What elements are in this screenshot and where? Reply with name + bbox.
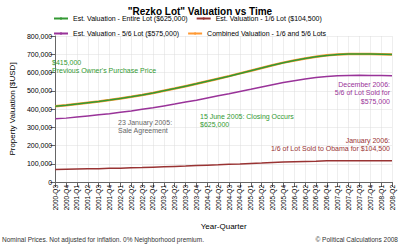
svg-text:2005-Q4: 2005-Q4 — [280, 185, 288, 211]
svg-text:2003-Q2: 2003-Q2 — [171, 185, 179, 211]
svg-text:2008-Q1: 2008-Q1 — [378, 185, 386, 211]
svg-text:600,000: 600,000 — [27, 69, 52, 76]
svg-text:2006-Q1: 2006-Q1 — [291, 185, 299, 211]
svg-text:400,000: 400,000 — [27, 106, 52, 113]
svg-text:15 June 2005: Closing Occurs: 15 June 2005: Closing Occurs — [200, 113, 294, 121]
svg-text:800,000: 800,000 — [27, 33, 52, 40]
svg-text:2000-Q4: 2000-Q4 — [63, 185, 71, 211]
svg-text:23 January 2005:: 23 January 2005: — [118, 119, 172, 127]
svg-text:200,000: 200,000 — [27, 142, 52, 149]
svg-text:2002-Q2: 2002-Q2 — [128, 185, 136, 211]
svg-text:2003-Q1: 2003-Q1 — [160, 185, 168, 211]
svg-text:2001-Q4: 2001-Q4 — [106, 185, 114, 211]
svg-text:Year-Quarter: Year-Quarter — [201, 222, 247, 231]
svg-text:2002-Q4: 2002-Q4 — [149, 185, 157, 211]
svg-text:Est. Valuation - Entire Lot ($: Est. Valuation - Entire Lot ($625,000) — [73, 15, 188, 22]
svg-text:2002-Q1: 2002-Q1 — [117, 185, 125, 211]
svg-text:December 2006:: December 2006: — [338, 81, 390, 88]
svg-text:1/6 of Lot Sold to Obama for $: 1/6 of Lot Sold to Obama for $104,500 — [271, 145, 390, 152]
svg-text:$625,000: $625,000 — [200, 121, 229, 128]
svg-text:Previous Owner's Purchase Pric: Previous Owner's Purchase Price — [52, 67, 156, 74]
svg-text:500,000: 500,000 — [27, 87, 52, 94]
svg-text:2001-Q3: 2001-Q3 — [95, 185, 103, 211]
svg-text:2003-Q3: 2003-Q3 — [182, 185, 190, 211]
svg-text:2001-Q2: 2001-Q2 — [84, 185, 92, 211]
svg-text:2004-Q3: 2004-Q3 — [226, 185, 234, 211]
svg-text:Nominal Prices. Not adjusted f: Nominal Prices. Not adjusted for inflati… — [2, 236, 204, 244]
svg-text:© Political Calculations 2008: © Political Calculations 2008 — [316, 236, 399, 243]
svg-text:2006-Q4: 2006-Q4 — [323, 185, 331, 211]
svg-text:2007-Q2: 2007-Q2 — [345, 185, 353, 211]
svg-text:Property Valuation [$USD]: Property Valuation [$USD] — [8, 62, 17, 155]
svg-text:2007-Q4: 2007-Q4 — [367, 185, 375, 211]
svg-text:300,000: 300,000 — [27, 124, 52, 131]
svg-text:100,000: 100,000 — [27, 160, 52, 167]
svg-text:2006-Q2: 2006-Q2 — [302, 185, 310, 211]
svg-text:0: 0 — [48, 179, 52, 186]
svg-text:2004-Q2: 2004-Q2 — [215, 185, 223, 211]
svg-text:2001-Q1: 2001-Q1 — [73, 185, 81, 211]
svg-text:2004-Q1: 2004-Q1 — [204, 185, 212, 211]
svg-text:"Rezko Lot" Valuation vs Time: "Rezko Lot" Valuation vs Time — [128, 6, 273, 17]
svg-text:2005-Q2: 2005-Q2 — [258, 185, 266, 211]
svg-text:2008-Q2: 2008-Q2 — [389, 185, 397, 211]
svg-text:Sale Agreement: Sale Agreement — [118, 127, 168, 135]
svg-text:Combined Valuation - 1/6 and 5: Combined Valuation - 1/6 and 5/6 Lots — [207, 30, 326, 37]
svg-text:2002-Q3: 2002-Q3 — [139, 185, 147, 211]
svg-text:January 2006:: January 2006: — [346, 137, 390, 145]
svg-text:700,000: 700,000 — [27, 51, 52, 58]
svg-text:2003-Q4: 2003-Q4 — [193, 185, 201, 211]
svg-text:2005-Q1: 2005-Q1 — [247, 185, 255, 211]
svg-text:Est. Valuation - 5/6 Lot ($575: Est. Valuation - 5/6 Lot ($575,000) — [73, 30, 179, 38]
svg-text:$415,000: $415,000 — [52, 59, 81, 66]
svg-text:2006-Q3: 2006-Q3 — [312, 185, 320, 211]
svg-text:Est. Valuation - 1/6 Lot ($104: Est. Valuation - 1/6 Lot ($104,500) — [215, 15, 322, 22]
svg-text:$575,000: $575,000 — [361, 98, 390, 105]
svg-text:2004-Q4: 2004-Q4 — [236, 185, 244, 211]
svg-text:2000-Q3: 2000-Q3 — [52, 185, 60, 211]
svg-text:2007-Q3: 2007-Q3 — [356, 185, 364, 211]
svg-text:2005-Q3: 2005-Q3 — [269, 185, 277, 211]
svg-text:2007-Q1: 2007-Q1 — [334, 185, 342, 211]
svg-text:5/6 of Lot Sold for: 5/6 of Lot Sold for — [335, 89, 391, 96]
